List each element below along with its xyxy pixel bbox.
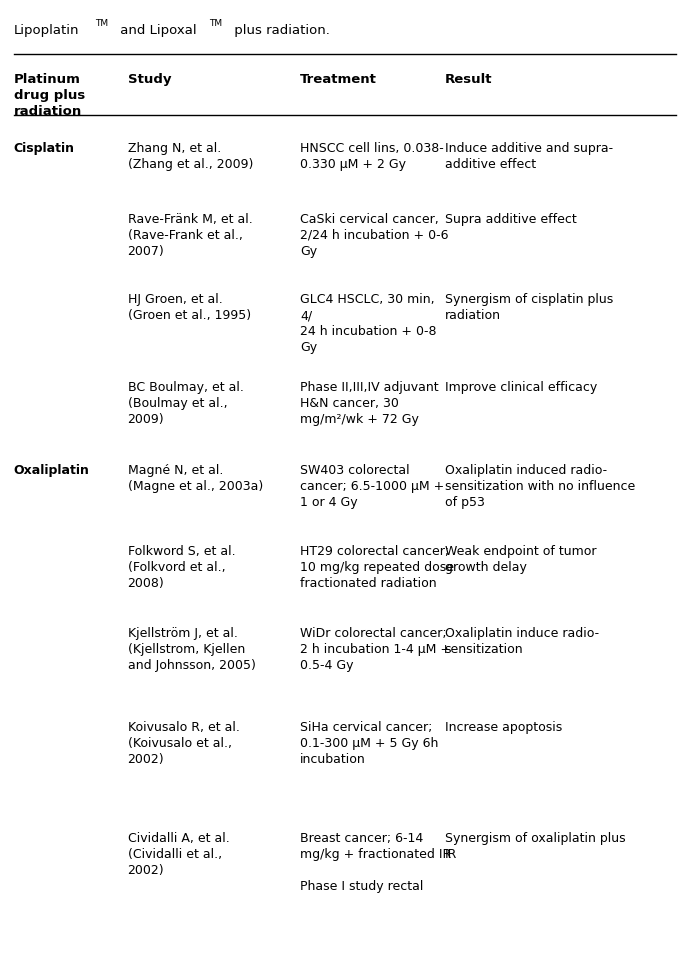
Text: Phase II,III,IV adjuvant
H&N cancer, 30
mg/m²/wk + 72 Gy: Phase II,III,IV adjuvant H&N cancer, 30 … <box>300 381 439 426</box>
Text: Synergism of oxaliplatin plus
IR: Synergism of oxaliplatin plus IR <box>445 832 625 862</box>
Text: Induce additive and supra-
additive effect: Induce additive and supra- additive effe… <box>445 142 613 171</box>
Text: Platinum
drug plus
radiation: Platinum drug plus radiation <box>14 73 85 118</box>
Text: Weak endpoint of tumor
growth delay: Weak endpoint of tumor growth delay <box>445 545 596 574</box>
Text: Breast cancer; 6-14
mg/kg + fractionated IR

Phase I study rectal: Breast cancer; 6-14 mg/kg + fractionated… <box>300 832 451 893</box>
Text: BC Boulmay, et al.
(Boulmay et al.,
2009): BC Boulmay, et al. (Boulmay et al., 2009… <box>128 381 244 426</box>
Text: Oxaliplatin induce radio-
sensitization: Oxaliplatin induce radio- sensitization <box>445 627 599 657</box>
Text: Cisplatin: Cisplatin <box>14 142 75 154</box>
Text: Synergism of cisplatin plus
radiation: Synergism of cisplatin plus radiation <box>445 293 613 322</box>
Text: SW403 colorectal
cancer; 6.5-1000 μM +
1 or 4 Gy: SW403 colorectal cancer; 6.5-1000 μM + 1… <box>300 464 444 509</box>
Text: HT29 colorectal cancer;
10 mg/kg repeated dose
fractionated radiation: HT29 colorectal cancer; 10 mg/kg repeate… <box>300 545 454 590</box>
Text: GLC4 HSCLC, 30 min,
4/
24 h incubation + 0-8
Gy: GLC4 HSCLC, 30 min, 4/ 24 h incubation +… <box>300 293 437 354</box>
Text: Improve clinical efficacy: Improve clinical efficacy <box>445 381 597 394</box>
Text: CaSki cervical cancer,
2/24 h incubation + 0-6
Gy: CaSki cervical cancer, 2/24 h incubation… <box>300 213 448 258</box>
Text: Oxaliplatin induced radio-
sensitization with no influence
of p53: Oxaliplatin induced radio- sensitization… <box>445 464 635 509</box>
Text: Koivusalo R, et al.
(Koivusalo et al.,
2002): Koivusalo R, et al. (Koivusalo et al., 2… <box>128 721 239 766</box>
Text: Zhang N, et al.
(Zhang et al., 2009): Zhang N, et al. (Zhang et al., 2009) <box>128 142 253 171</box>
Text: TM: TM <box>95 19 108 27</box>
Text: WiDr colorectal cancer;
2 h incubation 1-4 μM +
0.5-4 Gy: WiDr colorectal cancer; 2 h incubation 1… <box>300 627 451 672</box>
Text: Lipoplatin: Lipoplatin <box>14 24 79 37</box>
Text: Result: Result <box>445 73 492 86</box>
Text: plus radiation.: plus radiation. <box>230 24 330 37</box>
Text: Folkword S, et al.
(Folkvord et al.,
2008): Folkword S, et al. (Folkvord et al., 200… <box>128 545 235 590</box>
Text: HJ Groen, et al.
(Groen et al., 1995): HJ Groen, et al. (Groen et al., 1995) <box>128 293 250 322</box>
Text: and Lipoxal: and Lipoxal <box>116 24 197 37</box>
Text: Rave-Fränk M, et al.
(Rave-Frank et al.,
2007): Rave-Fränk M, et al. (Rave-Frank et al.,… <box>128 213 253 258</box>
Text: Supra additive effect: Supra additive effect <box>445 213 577 226</box>
Text: Oxaliplatin: Oxaliplatin <box>14 464 90 477</box>
Text: Increase apoptosis: Increase apoptosis <box>445 721 562 734</box>
Text: HNSCC cell lins, 0.038-
0.330 μM + 2 Gy: HNSCC cell lins, 0.038- 0.330 μM + 2 Gy <box>300 142 444 171</box>
Text: Kjellström J, et al.
(Kjellstrom, Kjellen
and Johnsson, 2005): Kjellström J, et al. (Kjellstrom, Kjelle… <box>128 627 255 672</box>
Text: TM: TM <box>209 19 222 27</box>
Text: Magné N, et al.
(Magne et al., 2003a): Magné N, et al. (Magne et al., 2003a) <box>128 464 263 493</box>
Text: Study: Study <box>128 73 171 86</box>
Text: Treatment: Treatment <box>300 73 377 86</box>
Text: SiHa cervical cancer;
0.1-300 μM + 5 Gy 6h
incubation: SiHa cervical cancer; 0.1-300 μM + 5 Gy … <box>300 721 438 766</box>
Text: Cividalli A, et al.
(Cividalli et al.,
2002): Cividalli A, et al. (Cividalli et al., 2… <box>128 832 229 877</box>
